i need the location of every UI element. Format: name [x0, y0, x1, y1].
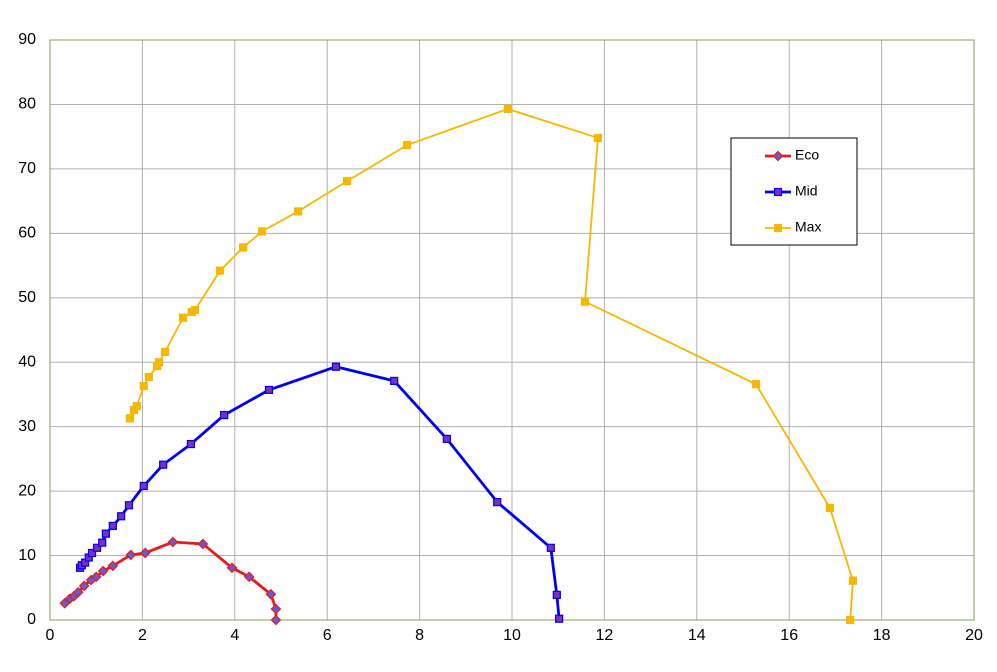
marker — [144, 372, 153, 382]
marker — [167, 536, 179, 548]
marker — [773, 223, 783, 233]
marker — [493, 497, 502, 507]
marker — [293, 207, 303, 216]
marker — [90, 571, 102, 583]
marker — [552, 590, 561, 599]
y-tick-label: 0 — [27, 611, 36, 628]
legend-label: Mid — [795, 183, 818, 199]
y-tick-label: 10 — [18, 547, 36, 564]
y-tick-label: 80 — [18, 96, 36, 113]
y-tick-label: 90 — [18, 31, 36, 48]
marker — [239, 243, 248, 252]
marker — [772, 150, 784, 162]
marker — [264, 385, 274, 395]
marker — [580, 297, 590, 306]
marker — [848, 576, 858, 585]
legend-box — [730, 137, 858, 246]
marker — [101, 529, 111, 538]
y-tick-label: 20 — [18, 482, 36, 499]
marker — [265, 588, 277, 600]
marker — [825, 503, 834, 512]
marker — [215, 266, 225, 275]
marker — [503, 104, 512, 114]
x-tick-label: 8 — [415, 627, 424, 644]
marker — [93, 543, 102, 552]
marker — [125, 414, 135, 423]
marker — [555, 614, 564, 623]
marker — [342, 177, 352, 186]
marker — [846, 615, 855, 625]
marker — [197, 538, 209, 550]
marker — [546, 543, 555, 552]
marker — [190, 305, 200, 315]
marker — [178, 313, 188, 322]
plot-border — [49, 39, 975, 621]
marker — [132, 401, 141, 411]
x-tick-label: 14 — [688, 627, 706, 644]
marker — [97, 565, 109, 577]
marker — [331, 362, 341, 371]
marker — [139, 481, 148, 491]
x-tick-label: 18 — [873, 627, 891, 644]
marker — [160, 347, 170, 357]
x-tick-label: 16 — [780, 627, 798, 644]
marker — [226, 562, 238, 574]
marker — [403, 140, 412, 150]
x-tick-label: 12 — [596, 627, 614, 644]
legend-label: Eco — [795, 147, 819, 163]
marker — [390, 376, 399, 386]
marker — [78, 580, 90, 592]
marker — [159, 460, 168, 469]
marker — [107, 560, 119, 572]
marker — [257, 227, 267, 236]
marker — [751, 380, 761, 389]
marker — [773, 187, 783, 197]
y-tick-label: 60 — [18, 225, 36, 242]
marker — [117, 512, 126, 521]
marker — [593, 133, 603, 143]
marker — [124, 501, 134, 510]
marker — [87, 548, 97, 558]
marker — [442, 434, 451, 444]
marker — [220, 410, 229, 420]
marker — [154, 358, 164, 367]
marker — [243, 571, 255, 583]
legend-label: Max — [795, 219, 821, 235]
y-tick-label: 30 — [18, 418, 36, 435]
marker — [270, 603, 282, 615]
legend: Eco Mid Max — [730, 137, 858, 246]
marker — [186, 439, 196, 449]
x-tick-label: 0 — [46, 627, 55, 644]
marker — [125, 549, 137, 561]
x-tick-label: 20 — [965, 627, 983, 644]
marker — [270, 614, 282, 626]
x-tick-label: 10 — [503, 627, 521, 644]
marker — [98, 538, 107, 547]
y-tick-label: 40 — [18, 353, 36, 370]
marker — [139, 547, 151, 559]
x-tick-label: 4 — [230, 627, 239, 644]
y-tick-label: 70 — [18, 160, 36, 177]
marker — [72, 586, 84, 598]
marker — [139, 381, 148, 391]
x-tick-label: 2 — [138, 627, 147, 644]
y-tick-label: 50 — [18, 289, 36, 306]
x-tick-label: 6 — [323, 627, 332, 644]
marker — [108, 521, 117, 531]
